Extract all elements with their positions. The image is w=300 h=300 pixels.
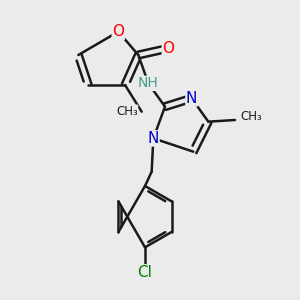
Text: N: N [148, 131, 159, 146]
Text: Cl: Cl [138, 265, 152, 280]
Text: NH: NH [138, 76, 159, 90]
Text: O: O [162, 41, 174, 56]
Text: CH₃: CH₃ [116, 105, 138, 118]
Text: N: N [186, 91, 197, 106]
Text: O: O [112, 24, 124, 39]
Text: CH₃: CH₃ [240, 110, 262, 123]
